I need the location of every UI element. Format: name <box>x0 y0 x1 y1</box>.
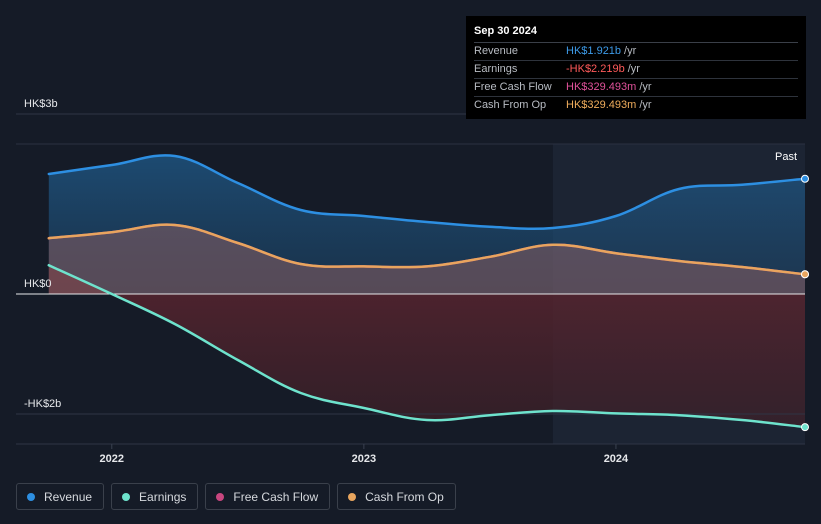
tooltip-unit: /yr <box>639 81 652 93</box>
legend-item-free-cash-flow[interactable]: Free Cash Flow <box>205 483 331 510</box>
legend-item-earnings[interactable]: Earnings <box>111 483 199 510</box>
y-tick-label: HK$3b <box>24 98 58 110</box>
tooltip-date: Sep 30 2024 <box>474 24 798 43</box>
revenue-dot-icon <box>27 492 35 501</box>
legend-label: Revenue <box>44 489 93 504</box>
tooltip-label: Earnings <box>474 63 518 75</box>
tooltip-unit: /yr <box>624 45 637 57</box>
x-tick-label: 2024 <box>604 453 629 465</box>
tooltip: Sep 30 2024 Revenue HK$1.921b /yr Earnin… <box>466 16 806 119</box>
tooltip-row-free-cash-flow: Free Cash Flow HK$329.493m /yr <box>474 79 798 97</box>
tooltip-value: HK$1.921b <box>566 45 622 57</box>
y-tick-label: -HK$2b <box>24 398 61 410</box>
tooltip-value: HK$329.493m <box>566 81 637 93</box>
tooltip-value: HK$329.493m <box>566 99 637 111</box>
earnings-area <box>48 265 806 428</box>
earnings-line <box>47 263 807 429</box>
legend-label: Cash From Op <box>365 489 444 504</box>
tooltip-label: Free Cash Flow <box>474 81 552 93</box>
tooltip-unit: /yr <box>639 99 652 111</box>
cash-from-op-area <box>48 224 806 294</box>
revenue-line <box>47 154 807 231</box>
free-cash-flow-area <box>48 224 806 294</box>
tooltip-row-revenue: Revenue HK$1.921b /yr <box>474 43 798 61</box>
tooltip-label: Cash From Op <box>474 99 547 111</box>
free-cash-flow-dot-icon <box>216 492 225 501</box>
cash-from-op-end-point <box>801 270 809 279</box>
tooltip-row-cash-from-op: Cash From Op HK$329.493m /yr <box>474 97 798 114</box>
cash-from-op-line <box>47 223 807 276</box>
y-tick-label: HK$0 <box>24 278 52 290</box>
legend-label: Earnings <box>139 489 187 504</box>
legend: Revenue Earnings Free Cash Flow Cash Fro… <box>16 483 456 510</box>
revenue-end-point <box>801 174 809 183</box>
legend-item-cash-from-op[interactable]: Cash From Op <box>337 483 456 510</box>
cash-from-op-dot-icon <box>348 492 357 501</box>
tooltip-row-earnings: Earnings -HK$2.219b /yr <box>474 61 798 79</box>
tooltip-unit: /yr <box>627 63 640 75</box>
legend-item-revenue[interactable]: Revenue <box>16 483 105 510</box>
tooltip-label: Revenue <box>474 45 519 57</box>
legend-label: Free Cash Flow <box>233 489 319 504</box>
revenue-area <box>48 155 806 294</box>
earnings-end-point <box>801 423 809 432</box>
x-tick-label: 2023 <box>352 453 376 465</box>
tooltip-value: -HK$2.219b <box>566 63 625 75</box>
past-label: Past <box>775 151 797 163</box>
earnings-dot-icon <box>122 492 131 501</box>
x-tick-label: 2022 <box>100 453 124 465</box>
